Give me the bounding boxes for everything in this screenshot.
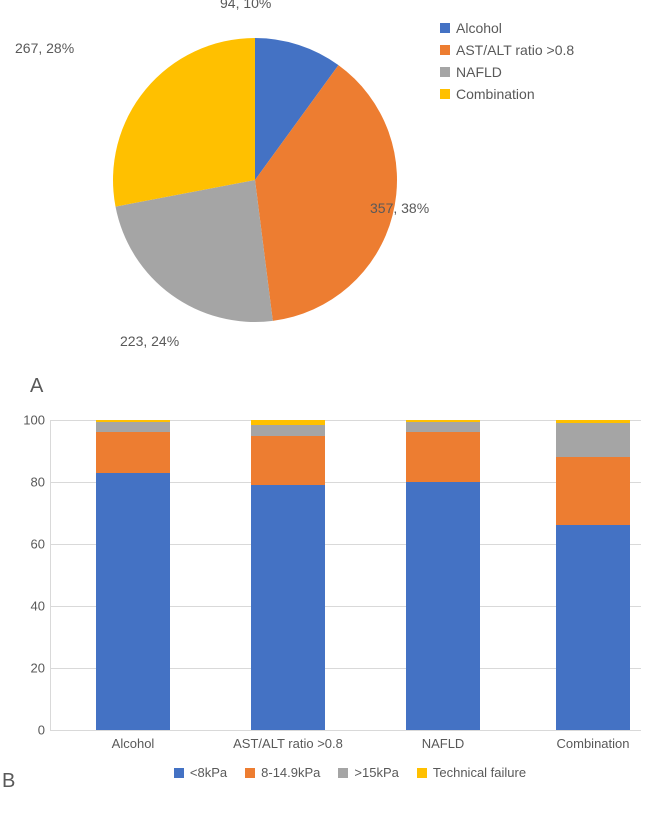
pie-legend: Alcohol AST/ALT ratio >0.8 NAFLD Combinatio… bbox=[440, 20, 574, 108]
bar-segment bbox=[406, 420, 480, 422]
bar-segment bbox=[556, 423, 630, 457]
pie-slice-label: 94, 10% bbox=[220, 0, 271, 11]
legend-label: NAFLD bbox=[456, 64, 502, 80]
bar-group: AST/ALT ratio >0.8 bbox=[251, 420, 325, 730]
legend-swatch bbox=[440, 67, 450, 77]
pie-slice-label: 223, 24% bbox=[120, 333, 179, 349]
panel-letter-b: B bbox=[2, 770, 15, 793]
legend-swatch bbox=[245, 768, 255, 778]
pie-svg bbox=[100, 20, 410, 340]
legend-swatch bbox=[338, 768, 348, 778]
y-tick-label: 20 bbox=[31, 661, 51, 676]
stacked-bar-chart: 020406080100AlcoholAST/ALT ratio >0.8NAF… bbox=[50, 420, 641, 731]
x-category-label: AST/ALT ratio >0.8 bbox=[233, 730, 343, 751]
legend-item: 8-14.9kPa bbox=[245, 765, 320, 780]
bar-panel: 0 20 40 60 80 100 Alcohol AST/ALT ratio >0.8 NAF… bbox=[0, 400, 669, 813]
pie-panel: 94, 10%357, 38%223, 24%267, 28% AlcoholA… bbox=[0, 0, 669, 400]
bar-segment bbox=[556, 420, 630, 423]
bar-segment bbox=[406, 482, 480, 730]
x-category-label: Alcohol bbox=[112, 730, 155, 751]
bar-segment bbox=[96, 473, 170, 730]
bar-segment bbox=[96, 422, 170, 433]
legend-label: AST/ALT ratio >0.8 bbox=[456, 42, 574, 58]
bar-segment bbox=[406, 422, 480, 433]
bar-segment bbox=[556, 525, 630, 730]
pie-slice-label: 357, 38% bbox=[370, 200, 429, 216]
y-tick-label: 40 bbox=[31, 599, 51, 614]
legend-item: >15kPa bbox=[338, 765, 398, 780]
pie-chart bbox=[100, 20, 410, 345]
bar-segment bbox=[251, 420, 325, 425]
legend-item: <8kPa bbox=[174, 765, 227, 780]
bar-segment bbox=[251, 425, 325, 436]
bar-segment bbox=[406, 432, 480, 482]
legend-item: Technical failure bbox=[417, 765, 526, 780]
legend-item: Combination bbox=[440, 86, 574, 102]
legend-label: 8-14.9kPa bbox=[261, 765, 320, 780]
pie-slice bbox=[113, 38, 255, 207]
legend-label: >15kPa bbox=[354, 765, 398, 780]
bar-segment bbox=[251, 436, 325, 486]
legend-label: <8kPa bbox=[190, 765, 227, 780]
y-tick-label: 0 bbox=[38, 723, 51, 738]
bar-segment bbox=[96, 432, 170, 472]
x-category-label: Combination bbox=[557, 730, 630, 751]
legend-item: Alcohol bbox=[440, 20, 574, 36]
legend-item: NAFLD bbox=[440, 64, 574, 80]
bar-group: Alcohol bbox=[96, 420, 170, 730]
legend-label: Technical failure bbox=[433, 765, 526, 780]
legend-label: Alcohol bbox=[456, 20, 502, 36]
legend-item: AST/ALT ratio >0.8 bbox=[440, 42, 574, 58]
legend-swatch bbox=[440, 89, 450, 99]
legend-swatch bbox=[174, 768, 184, 778]
legend-swatch bbox=[417, 768, 427, 778]
pie-slice-label: 267, 28% bbox=[15, 40, 74, 56]
panel-letter-a: A bbox=[30, 375, 43, 398]
bar-segment bbox=[556, 457, 630, 525]
legend-swatch bbox=[440, 23, 450, 33]
bar-segment bbox=[96, 420, 170, 422]
bar-group: NAFLD bbox=[406, 420, 480, 730]
x-category-label: NAFLD bbox=[422, 730, 465, 751]
legend-label: Combination bbox=[456, 86, 535, 102]
bar-legend: <8kPa 8-14.9kPa >15kPa Technical failure bbox=[60, 765, 640, 786]
y-tick-label: 60 bbox=[31, 537, 51, 552]
y-tick-label: 100 bbox=[23, 413, 51, 428]
bar-segment bbox=[251, 485, 325, 730]
legend-swatch bbox=[440, 45, 450, 55]
y-tick-label: 80 bbox=[31, 475, 51, 490]
bar-group: Combination bbox=[556, 420, 630, 730]
